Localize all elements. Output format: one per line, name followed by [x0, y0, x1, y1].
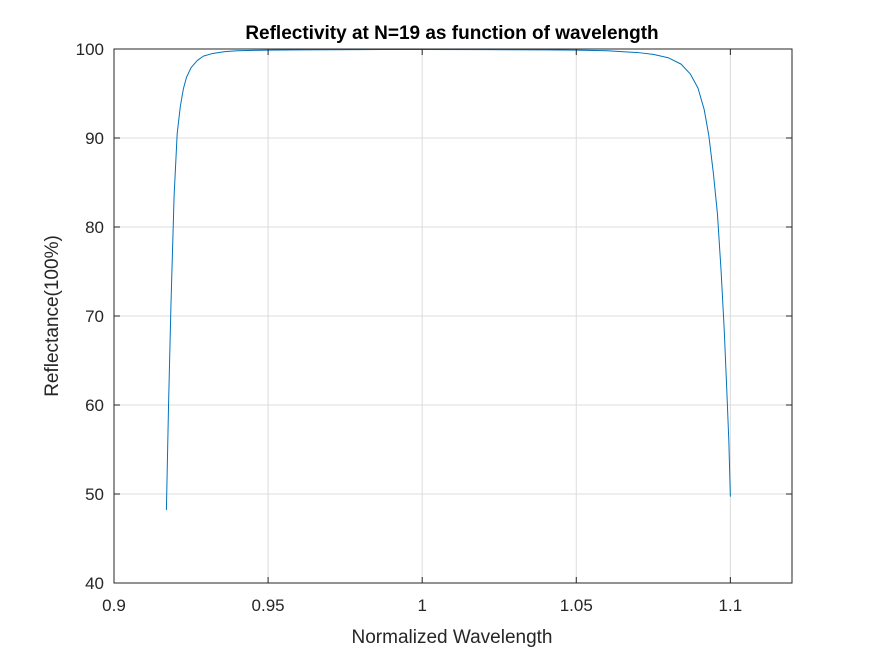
tick-layer: 0.9 0.95 1 1.05 1.1 40 50 60 70 80 90 100: [76, 40, 792, 615]
x-tick-label: 1.1: [719, 596, 743, 615]
chart-title: Reflectivity at N=19 as function of wave…: [245, 23, 658, 44]
y-tick-label: 100: [76, 40, 104, 59]
y-tick-label: 80: [85, 218, 104, 237]
x-tick-label: 1.05: [560, 596, 593, 615]
y-tick-label: 60: [85, 396, 104, 415]
y-tick-label: 40: [85, 574, 104, 593]
y-tick-label: 90: [85, 129, 104, 148]
x-tick-label: 0.95: [252, 596, 285, 615]
x-tick-label: 1: [417, 596, 426, 615]
x-tick-label: 0.9: [102, 596, 126, 615]
y-axis-label: Reflectance(100%): [42, 235, 63, 397]
y-tick-label: 70: [85, 307, 104, 326]
x-axis-label: Normalized Wavelength: [352, 627, 553, 648]
y-tick-label: 50: [85, 485, 104, 504]
